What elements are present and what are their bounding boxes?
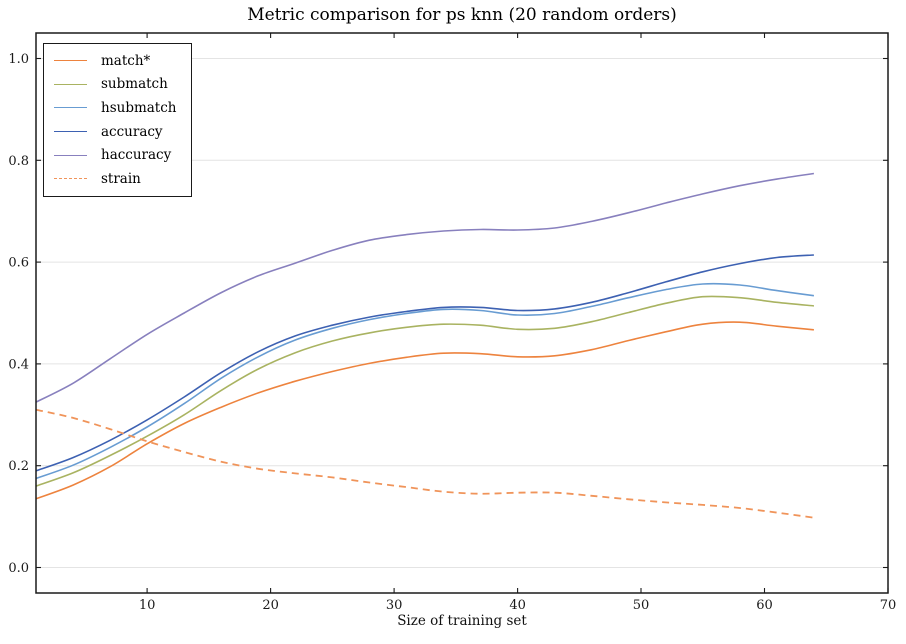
legend-label: match* xyxy=(101,52,151,69)
plot-border xyxy=(35,32,889,594)
legend: match* submatch hsubmatch accuracy haccuracy… xyxy=(43,43,192,197)
legend-line-swatch xyxy=(54,83,87,85)
x-tick-label: 40 xyxy=(509,598,526,613)
series-line-strain xyxy=(35,408,815,519)
chart-title: Metric comparison for ps knn (20 random … xyxy=(247,5,677,25)
series-line-match xyxy=(35,321,814,500)
x-tick-label: 20 xyxy=(262,598,279,613)
legend-line-swatch xyxy=(54,154,87,156)
legend-item-accuracy: accuracy xyxy=(54,120,177,144)
x-tick-label: 30 xyxy=(386,598,403,613)
y-tick-label: 0.0 xyxy=(8,561,29,576)
legend-label: hsubmatch xyxy=(101,99,177,116)
x-tick-label: 10 xyxy=(139,598,156,613)
legend-line-swatch xyxy=(54,178,87,180)
series-line-haccuracy xyxy=(35,172,815,403)
legend-line-swatch xyxy=(54,131,87,133)
x-tick-label: 60 xyxy=(756,598,773,613)
y-tick-label: 0.2 xyxy=(8,459,29,474)
legend-item-submatch: submatch xyxy=(54,73,177,97)
legend-line-swatch xyxy=(54,107,87,109)
legend-line-swatch xyxy=(54,60,87,62)
series-line-hsubmatch xyxy=(35,282,815,480)
legend-item-hsubmatch: hsubmatch xyxy=(54,96,177,120)
y-tick-label: 0.6 xyxy=(8,256,29,271)
series-line-submatch xyxy=(35,295,814,487)
y-tick-label: 1.0 xyxy=(8,52,29,67)
series-line-accuracy xyxy=(35,254,814,472)
x-tick-label: 70 xyxy=(880,598,897,613)
legend-label: accuracy xyxy=(101,123,163,140)
legend-item-strain: strain xyxy=(54,167,177,191)
x-axis-label: Size of training set xyxy=(397,613,527,629)
legend-label: strain xyxy=(101,170,141,187)
legend-label: haccuracy xyxy=(101,147,172,164)
x-tick-label: 50 xyxy=(633,598,650,613)
y-tick-label: 0.4 xyxy=(8,357,29,372)
legend-item-haccuracy: haccuracy xyxy=(54,143,177,167)
legend-item-match: match* xyxy=(54,49,177,73)
y-tick-label: 0.8 xyxy=(8,154,29,169)
legend-label: submatch xyxy=(101,76,168,93)
